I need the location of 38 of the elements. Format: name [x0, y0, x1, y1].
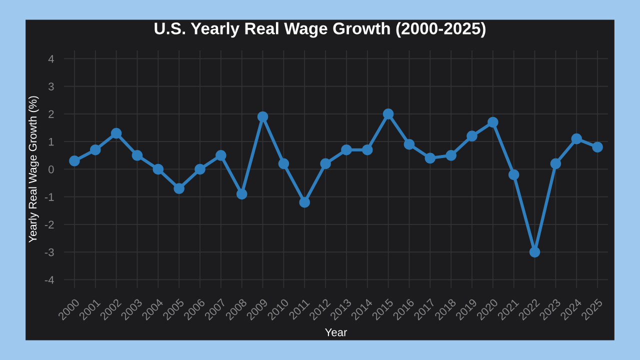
point: [90, 144, 101, 156]
point: [424, 152, 436, 164]
point: [299, 196, 310, 208]
chart-title: U.S. Yearly Real Wage Growth (2000-2025): [154, 22, 486, 38]
point: [382, 108, 394, 120]
point: [174, 183, 184, 194]
point: [529, 246, 540, 258]
point: [508, 169, 520, 180]
point: [216, 150, 226, 161]
point: [152, 164, 164, 175]
point: [278, 158, 290, 170]
y-tick-label: 4: [48, 55, 54, 63]
point: [132, 150, 143, 161]
point: [466, 130, 478, 142]
point: [257, 111, 268, 122]
point: [236, 188, 248, 200]
y-tick-label: 1: [48, 138, 54, 146]
point: [341, 144, 352, 156]
y-tick-label: -2: [44, 220, 54, 228]
point: [320, 158, 331, 170]
point: [69, 156, 80, 166]
y-tick-label: 0: [48, 165, 54, 174]
point: [550, 158, 562, 170]
point: [488, 116, 498, 128]
point: [362, 144, 373, 156]
y-tick-label: -3: [44, 248, 54, 256]
y-axis-title: Yearly Real Wage Growth (%): [28, 96, 39, 243]
x-axis-title: Year: [325, 328, 348, 336]
point: [446, 150, 456, 161]
point: [110, 128, 122, 139]
y-tick-label: 3: [48, 82, 54, 90]
y-tick-label: -4: [44, 276, 54, 284]
point: [592, 142, 603, 152]
point: [571, 133, 582, 144]
point: [194, 164, 206, 175]
y-tick-label: -1: [44, 193, 54, 201]
point: [404, 138, 415, 150]
y-tick-label: 2: [48, 110, 54, 118]
